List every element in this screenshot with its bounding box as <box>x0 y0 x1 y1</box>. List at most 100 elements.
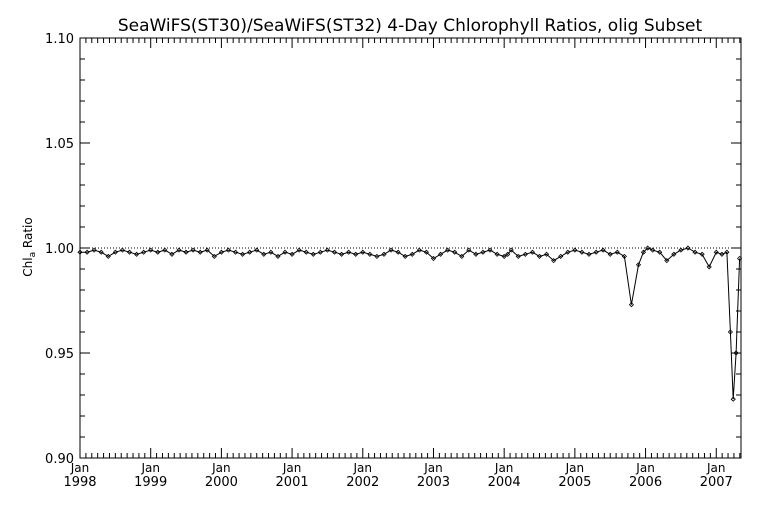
data-point <box>640 249 647 255</box>
data-point <box>706 264 712 270</box>
x-tick-year-label: 2004 <box>488 475 521 490</box>
data-point <box>579 249 585 255</box>
x-tick-month-label: Jan <box>211 461 231 475</box>
data-point <box>650 247 656 253</box>
data-point <box>155 249 161 255</box>
data-point <box>505 251 511 257</box>
data-point <box>501 253 507 259</box>
data-point <box>558 253 564 259</box>
data-point <box>727 329 733 335</box>
data-point <box>388 247 394 253</box>
data-point <box>607 251 613 257</box>
series-line <box>80 247 741 400</box>
data-point <box>275 253 281 259</box>
data-point <box>551 258 557 264</box>
data-point <box>466 247 472 253</box>
x-tick-month-label: Jan <box>494 461 514 475</box>
data-point <box>480 249 486 255</box>
x-tick-month-label: Jan <box>140 461 160 475</box>
data-point <box>459 253 465 259</box>
y-axis-label: Chla Ratio <box>21 217 38 276</box>
data-point <box>268 249 274 255</box>
data-point <box>211 253 217 259</box>
data-point <box>331 249 338 255</box>
x-tick-month-label: Jan <box>565 461 585 475</box>
data-point <box>402 253 408 259</box>
data-point <box>232 249 239 255</box>
data-point <box>664 258 670 264</box>
data-point <box>310 251 316 257</box>
data-point <box>324 247 330 253</box>
data-point <box>423 249 429 255</box>
data-point <box>508 247 514 253</box>
data-point <box>317 249 323 255</box>
data-point <box>416 247 422 253</box>
data-point <box>346 249 352 255</box>
data-point <box>544 251 550 257</box>
x-tick-month-label: Jan <box>70 461 90 475</box>
data-point <box>719 251 725 257</box>
data-point <box>692 249 698 255</box>
data-point <box>112 249 118 255</box>
x-tick-year-label: 1998 <box>63 475 96 490</box>
data-point <box>494 251 500 257</box>
y-axis-ticks: 0.90 0.95 1.00 1.05 1.10 <box>45 32 741 467</box>
data-point <box>452 249 458 255</box>
x-axis-ticks: Jan1998Jan1999Jan2000Jan2001Jan2002Jan20… <box>63 38 741 490</box>
y-axis-label-subscript: a <box>28 252 38 258</box>
data-point <box>730 396 736 402</box>
data-point <box>671 251 677 257</box>
data-point <box>91 247 97 253</box>
x-tick-month-label: Jan <box>353 461 373 475</box>
data-point <box>282 249 288 255</box>
data-point <box>733 350 739 356</box>
data-point <box>218 249 224 255</box>
data-point <box>645 245 651 251</box>
chart-title: SeaWiFS(ST30)/SeaWiFS(ST32) 4-Day Chloro… <box>118 16 703 36</box>
data-point <box>176 247 182 253</box>
data-point <box>225 247 232 253</box>
data-point <box>141 249 147 255</box>
y-tick-label: 1.05 <box>45 137 74 152</box>
data-point <box>254 247 260 253</box>
y-axis-label-suffix: Ratio <box>21 217 35 252</box>
data-point <box>737 255 743 262</box>
data-point <box>119 247 125 253</box>
data-point <box>699 251 705 257</box>
data-point <box>529 249 536 255</box>
data-point <box>473 251 479 257</box>
data-point <box>84 249 90 255</box>
data-point <box>367 251 373 257</box>
x-tick-year-label: 2001 <box>276 475 309 490</box>
data-point <box>536 253 543 259</box>
data-point <box>296 247 302 253</box>
data-point <box>261 251 267 257</box>
series-points <box>77 245 743 402</box>
data-point <box>621 253 627 259</box>
data-point <box>678 247 684 253</box>
x-tick-year-label: 2006 <box>629 475 662 490</box>
data-point <box>445 247 451 253</box>
data-point <box>572 247 578 253</box>
data-point <box>395 249 401 255</box>
data-point <box>374 253 380 259</box>
data-point <box>409 251 415 257</box>
data-point <box>190 247 196 253</box>
x-tick-year-label: 2000 <box>205 475 238 490</box>
y-tick-label: 1.10 <box>45 32 74 47</box>
data-point <box>126 249 133 255</box>
data-point <box>353 251 359 257</box>
data-point <box>565 249 571 255</box>
data-point <box>98 249 104 255</box>
data-point <box>381 251 387 257</box>
data-point <box>657 249 663 255</box>
data-point <box>586 251 592 257</box>
data-point <box>169 251 175 257</box>
data-point <box>600 247 606 253</box>
x-tick-month-label: Jan <box>282 461 302 475</box>
data-point <box>197 249 203 255</box>
x-tick-year-label: 2003 <box>417 475 450 490</box>
data-point <box>148 247 154 253</box>
data-point <box>247 249 253 255</box>
